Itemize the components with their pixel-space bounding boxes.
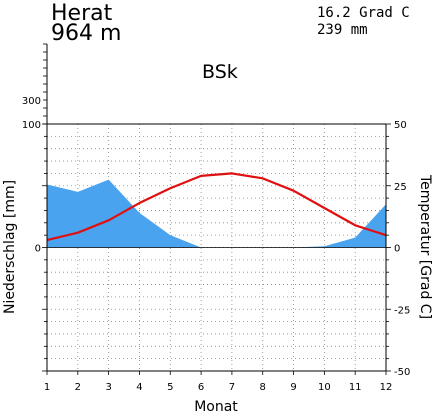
- x-tick-label: 8: [260, 382, 266, 393]
- x-tick-label: 2: [75, 382, 81, 393]
- annual-precipitation: 239 mm: [317, 22, 368, 38]
- right-tick-label: -25: [394, 305, 410, 316]
- x-tick-label: 9: [290, 382, 296, 393]
- x-tick-label: 10: [318, 382, 331, 393]
- x-tick-label: 11: [349, 382, 362, 393]
- x-tick-label: 3: [105, 382, 111, 393]
- climate-class: BSk: [202, 61, 238, 83]
- x-tick-label: 4: [136, 382, 142, 393]
- left-axis-title: Niederschlag [mm]: [2, 180, 18, 314]
- upper-axis-tick-label: 300: [22, 96, 41, 107]
- temperature-line: [46, 172, 387, 242]
- left-tick-label: 100: [22, 120, 41, 131]
- right-tick-label: 25: [394, 182, 407, 193]
- right-tick-label: 50: [394, 120, 407, 131]
- temperature-line-path: [46, 172, 387, 242]
- precipitation-area-shape: [47, 179, 386, 248]
- right-axis-title: Temperatur [Grad C]: [417, 174, 433, 319]
- left-tick-label: 0: [35, 244, 41, 255]
- annual-temperature: 16.2 Grad C: [317, 5, 410, 21]
- x-tick-label: 12: [380, 382, 393, 393]
- x-axis-title: Monat: [194, 399, 238, 415]
- station-elevation: 964 m: [51, 21, 121, 46]
- upper-precipitation-scale: [43, 43, 48, 125]
- x-tick-label: 7: [229, 382, 235, 393]
- plot-axes: [42, 123, 391, 375]
- right-tick-label: 0: [394, 244, 400, 255]
- x-tick-label: 5: [167, 382, 173, 393]
- x-tick-label: 6: [198, 382, 204, 393]
- station-name: Herat: [51, 1, 113, 26]
- precipitation-area: [47, 179, 386, 248]
- x-tick-label: 1: [44, 382, 50, 393]
- right-tick-label: -50: [394, 367, 410, 378]
